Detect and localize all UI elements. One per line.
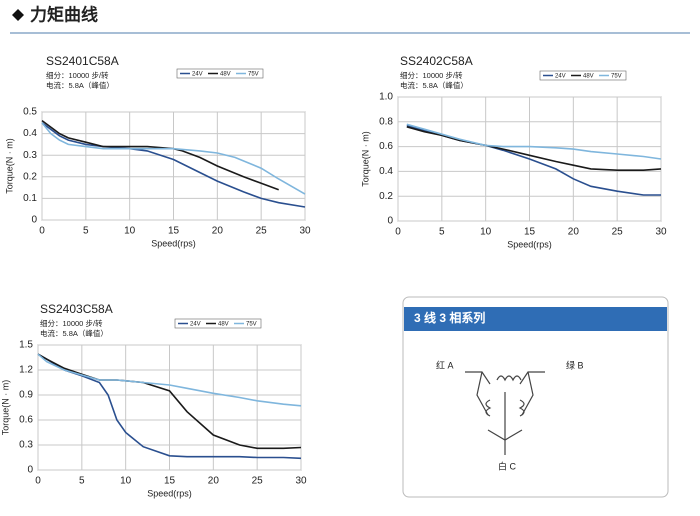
y-tick-label: 0.4	[379, 166, 393, 177]
y-tick-label: 0	[27, 465, 33, 476]
diagram-box	[402, 296, 669, 498]
chart-title: SS2401C58A	[46, 54, 119, 68]
y-tick-label: 0.6	[19, 415, 33, 426]
legend-box	[176, 68, 264, 79]
y-axis-label: Torque(N · m)	[360, 131, 370, 187]
x-tick-label: 15	[168, 226, 180, 237]
diagram-label: 白 C	[498, 460, 517, 471]
series-line	[37, 353, 302, 407]
x-tick-label: 15	[524, 227, 536, 238]
legend-label: 75V	[246, 322, 257, 328]
legend-label: 24V	[192, 72, 203, 78]
series-line	[41, 122, 306, 195]
chart-subtitle: 细分：10000 步/转	[400, 70, 463, 80]
y-tick-label: 1.5	[19, 340, 33, 351]
chart-title: SS2402C58A	[400, 54, 473, 68]
y-tick-label: 0.6	[379, 141, 393, 152]
series-line	[41, 119, 279, 191]
chart: SS2403C58A 细分：10000 步/转电流：5.8A（峰值） 0 0.3 0.6…	[0, 302, 307, 498]
x-tick-label: 30	[299, 226, 311, 237]
y-tick-label: 0.5	[23, 107, 37, 118]
y-tick-label: 0	[31, 215, 37, 226]
y-axis-label: Torque(N · m)	[0, 380, 10, 436]
x-tick-label: 0	[39, 226, 45, 237]
series-line	[406, 126, 662, 171]
chart-subtitle: 细分：10000 步/转	[46, 70, 109, 80]
chart-subtitle: 电流：5.8A（峰值）	[400, 80, 468, 90]
x-tick-label: 15	[164, 476, 176, 487]
x-tick-label: 0	[395, 227, 401, 238]
legend-box	[539, 70, 627, 81]
legend-label: 48V	[583, 74, 594, 80]
x-tick-label: 5	[83, 226, 89, 237]
chart: SS2401C58A 细分：10000 步/转电流：5.8A（峰值） 0 0.1 0.2…	[4, 54, 311, 248]
y-tick-label: 1.0	[379, 92, 393, 103]
x-tick-label: 25	[252, 476, 264, 487]
chart-title: SS2403C58A	[40, 302, 113, 316]
x-axis-label: Speed(rps)	[507, 239, 552, 249]
y-tick-label: 0.1	[23, 193, 37, 204]
x-tick-label: 20	[212, 226, 224, 237]
legend-box	[174, 318, 262, 329]
chart-subtitle: 电流：5.8A（峰值）	[46, 80, 114, 90]
series-line	[406, 123, 662, 160]
x-tick-label: 30	[295, 476, 307, 487]
header-icon	[12, 9, 24, 21]
diagram-header	[404, 307, 667, 331]
x-axis-label: Speed(rps)	[147, 488, 192, 498]
header-title: 力矩曲线	[30, 4, 98, 24]
y-tick-label: 0.4	[23, 128, 37, 139]
x-tick-label: 10	[120, 476, 132, 487]
chart-subtitle: 细分：10000 步/转	[40, 318, 103, 328]
y-tick-label: 0	[387, 216, 393, 227]
legend-label: 75V	[611, 74, 622, 80]
x-tick-label: 5	[79, 476, 85, 487]
x-tick-label: 20	[208, 476, 220, 487]
diagram-title: 3 线 3 相系列	[414, 310, 485, 325]
diagram-label: 红 A	[436, 359, 454, 370]
legend-label: 24V	[190, 322, 201, 328]
x-tick-label: 10	[124, 226, 136, 237]
x-tick-label: 5	[439, 227, 445, 238]
chart-subtitle: 电流：5.8A（峰值）	[40, 328, 108, 338]
legend-label: 24V	[555, 74, 566, 80]
series-line	[41, 122, 306, 208]
chart: SS2402C58A 细分：10000 步/转电流：5.8A（峰值） 0 0.2 0.4…	[360, 54, 667, 249]
x-tick-label: 20	[568, 227, 580, 238]
legend-label: 48V	[220, 72, 231, 78]
x-tick-label: 25	[256, 226, 268, 237]
y-tick-label: 0.2	[379, 191, 393, 202]
motor-symbol	[465, 371, 545, 455]
diagram-label: 绿 B	[566, 359, 584, 370]
x-tick-label: 25	[612, 227, 624, 238]
y-tick-label: 0.3	[19, 440, 33, 451]
y-tick-label: 1.2	[19, 365, 33, 376]
legend-label: 75V	[248, 72, 259, 78]
diagram: 3 线 3 相系列 红 A 绿 B 白 C	[402, 296, 669, 498]
x-axis-label: Speed(rps)	[151, 238, 196, 248]
y-tick-label: 0.9	[19, 390, 33, 401]
y-axis-label: Torque(N · m)	[4, 138, 14, 194]
x-tick-label: 10	[480, 227, 492, 238]
y-tick-label: 0.8	[379, 116, 393, 127]
y-tick-label: 0.3	[23, 150, 37, 161]
y-tick-label: 0.2	[23, 171, 37, 182]
x-tick-label: 0	[35, 476, 41, 487]
legend-label: 48V	[218, 322, 229, 328]
x-tick-label: 30	[655, 227, 667, 238]
